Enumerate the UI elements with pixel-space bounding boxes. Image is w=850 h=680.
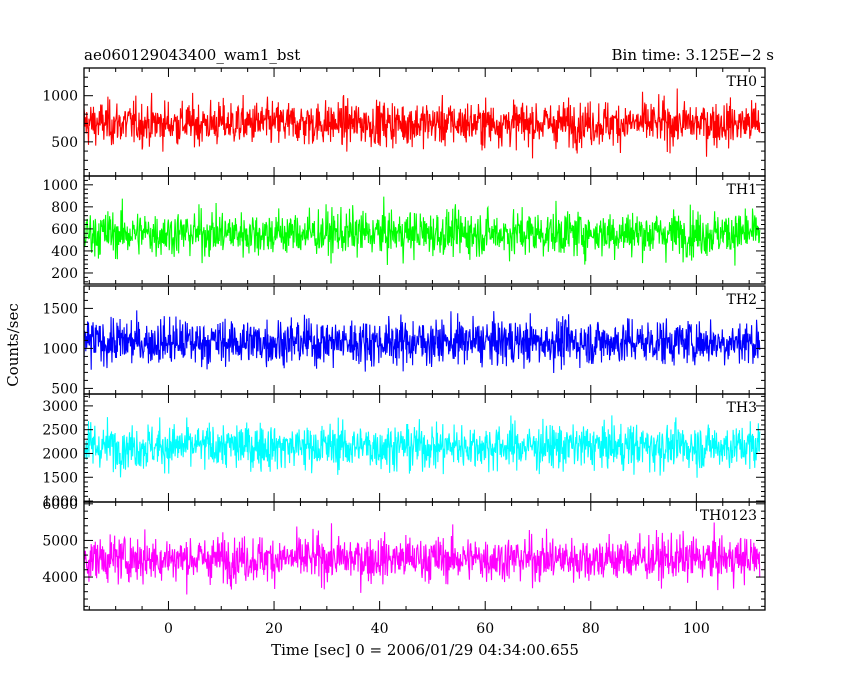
panel-th0: 500 1000 TH0 [42,67,766,177]
y-tick-label: 1000 [42,341,78,357]
series-line-th2 [84,310,761,373]
y-tick-label: 2000 [42,446,78,462]
panel-th2: 500 1000 1500 TH2 [42,285,766,397]
y-tick-label: 4000 [42,570,78,586]
y-tick-label: 500 [51,135,78,151]
y-axis-label: Counts/sec [4,303,22,387]
y-tick-label: 800 [51,200,78,216]
x-tick-label: 60 [476,621,494,637]
x-tick-label: 20 [265,621,283,637]
panel-th3: 1000 1500 2000 2500 3000 TH3 [42,393,766,510]
panel-th1: 200 400 600 800 1000 TH1 [42,175,766,285]
bin-time-label: Bin time: 3.125E−2 s [612,46,774,64]
x-tick-label: 100 [683,621,710,637]
series-line-th0123 [84,522,761,595]
chart-title: ae060129043400_wam1_bst [84,46,300,64]
y-tick-label: 1000 [42,494,78,510]
series-line-th3 [84,415,761,478]
y-tick-label: 500 [51,381,78,397]
y-tick-label: 400 [51,244,78,260]
x-tick-label: 40 [371,621,389,637]
series-line-th1 [84,196,761,266]
panel-frame [83,501,766,611]
y-tick-label: 1000 [42,178,78,194]
y-tick-label: 200 [51,266,78,282]
x-axis-label: Time [sec] 0 = 2006/01/29 04:34:00.655 [271,641,579,659]
y-tick-label: 3000 [42,399,78,415]
y-tick-label: 5000 [42,533,78,549]
x-tick-label: 0 [164,621,173,637]
panel-label-th1: TH1 [727,182,757,198]
y-tick-label: 1500 [42,301,78,317]
y-tick-label: 2500 [42,423,78,439]
panel-th0123: 4000 5000 6000 TH0123 [42,497,766,611]
x-tick-label: 80 [582,621,600,637]
panel-label-th0123: TH0123 [700,508,757,524]
y-tick-label: 6000 [42,497,78,513]
panel-frame [83,175,766,285]
series-line-th0 [84,88,761,159]
panel-label-th0: TH0 [727,74,757,90]
y-tick-label: 1000 [42,89,78,105]
y-tick-label: 1500 [42,470,78,486]
y-tick-label: 600 [51,222,78,238]
panel-label-th3: TH3 [727,400,757,416]
panel-label-th2: TH2 [727,292,757,308]
